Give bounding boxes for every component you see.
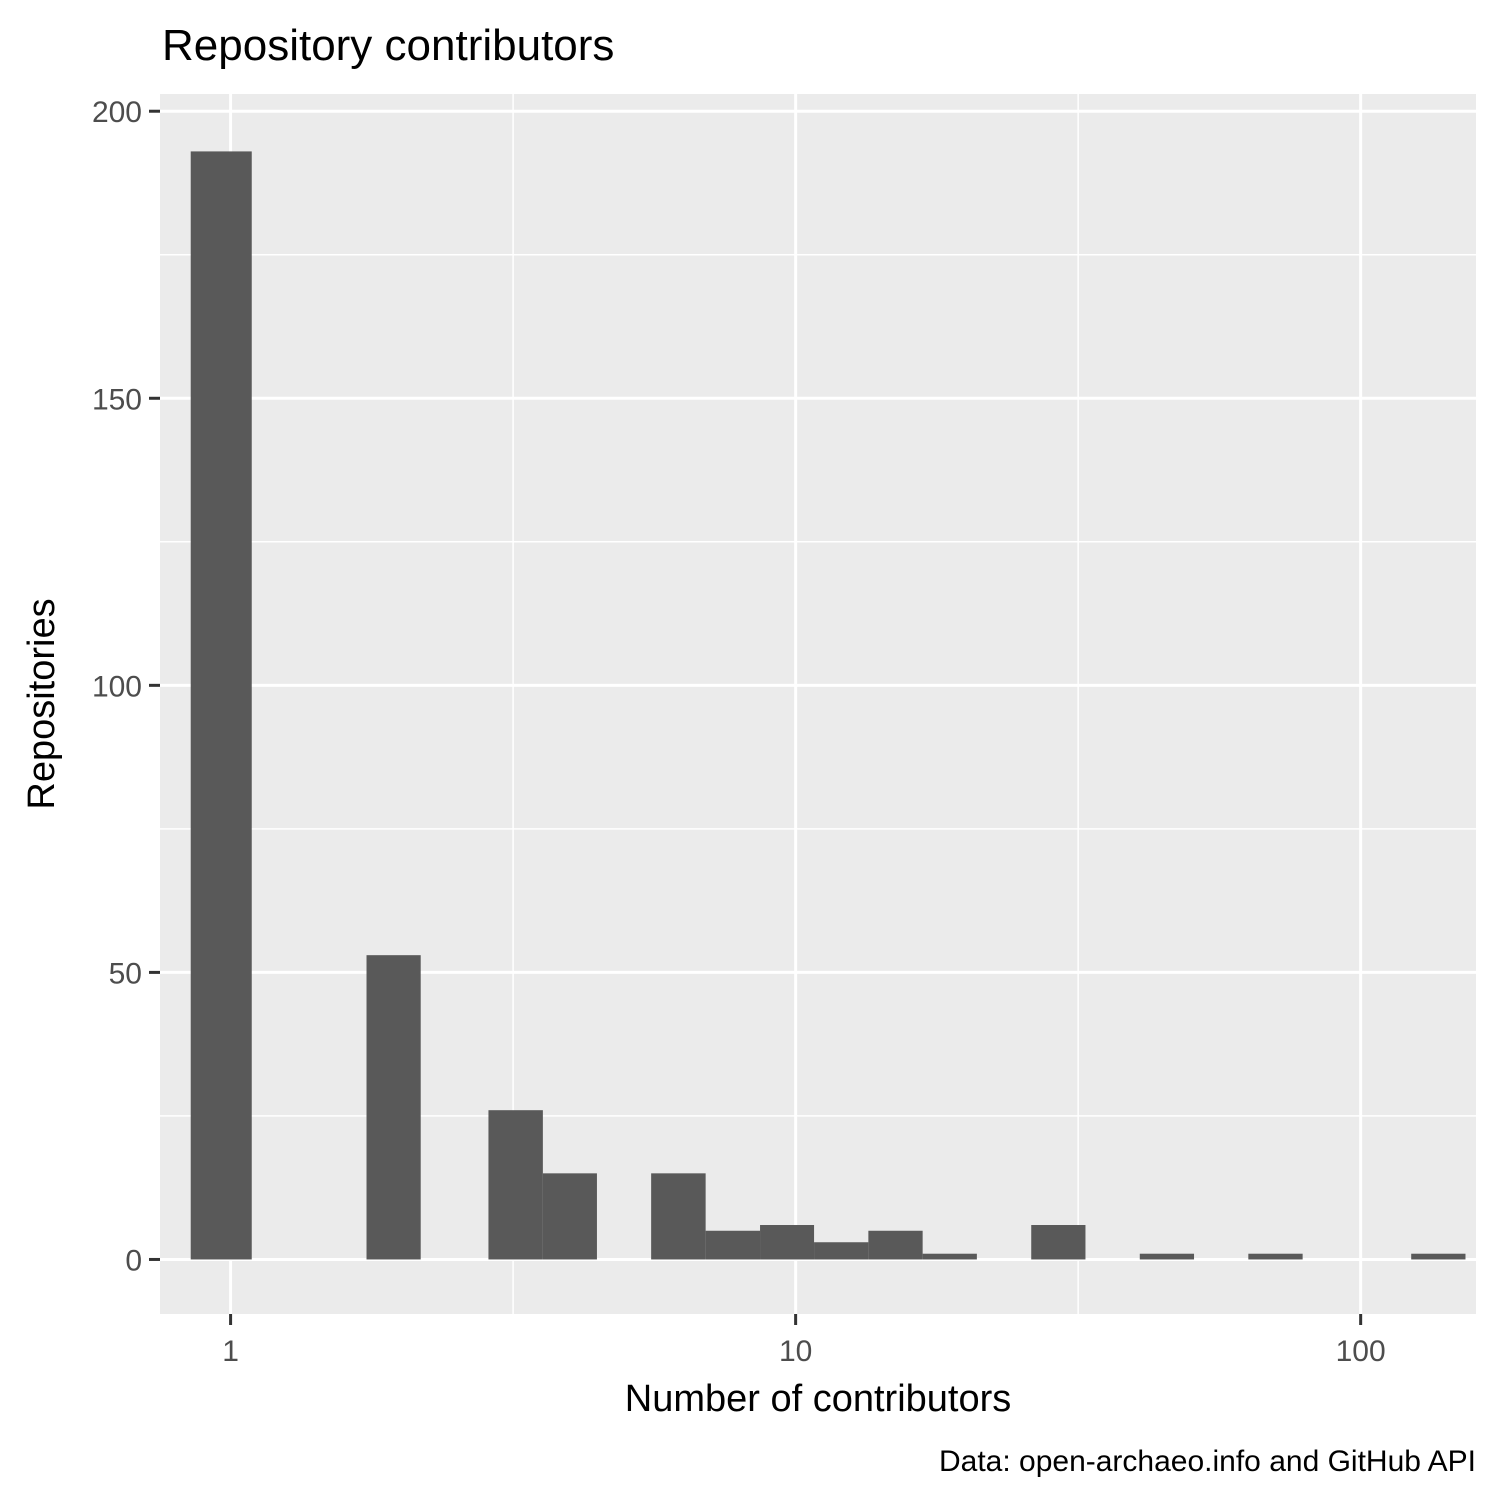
minor-gridlines bbox=[160, 94, 1476, 1314]
histogram-bar bbox=[705, 1230, 761, 1260]
y-tick-label: 0 bbox=[125, 1244, 142, 1277]
histogram-bar bbox=[760, 1225, 815, 1260]
histogram-bar bbox=[1411, 1253, 1466, 1260]
histogram-bars bbox=[190, 151, 1466, 1260]
x-axis: 1 10 100 bbox=[222, 1314, 1386, 1368]
histogram-bar bbox=[366, 955, 421, 1260]
histogram-bar bbox=[488, 1110, 543, 1260]
chart-title: Repository contributors bbox=[162, 21, 614, 70]
histogram-bar bbox=[190, 151, 252, 1260]
y-tick-label: 50 bbox=[109, 957, 142, 990]
histogram-bar bbox=[1139, 1253, 1195, 1260]
histogram-bar bbox=[922, 1253, 977, 1260]
histogram-bar bbox=[542, 1173, 597, 1260]
x-tick-label: 100 bbox=[1336, 1335, 1386, 1368]
y-axis-title: Repositories bbox=[21, 598, 63, 809]
x-axis-title: Number of contributors bbox=[625, 1378, 1012, 1420]
y-tick-label: 200 bbox=[92, 96, 142, 129]
y-tick-label: 100 bbox=[92, 670, 142, 703]
histogram-bar bbox=[1031, 1225, 1086, 1260]
data-source-caption: Data: open-archaeo.info and GitHub API bbox=[939, 1445, 1476, 1478]
plot-panel bbox=[160, 94, 1476, 1314]
y-axis: 0 50 100 150 200 bbox=[92, 96, 160, 1277]
y-tick-label: 150 bbox=[92, 383, 142, 416]
histogram-bar bbox=[868, 1230, 923, 1260]
histogram-bar bbox=[814, 1242, 869, 1260]
histogram-bar bbox=[1248, 1253, 1303, 1260]
x-tick-label: 10 bbox=[779, 1335, 812, 1368]
histogram-bar bbox=[651, 1173, 706, 1260]
x-tick-label: 1 bbox=[222, 1335, 239, 1368]
